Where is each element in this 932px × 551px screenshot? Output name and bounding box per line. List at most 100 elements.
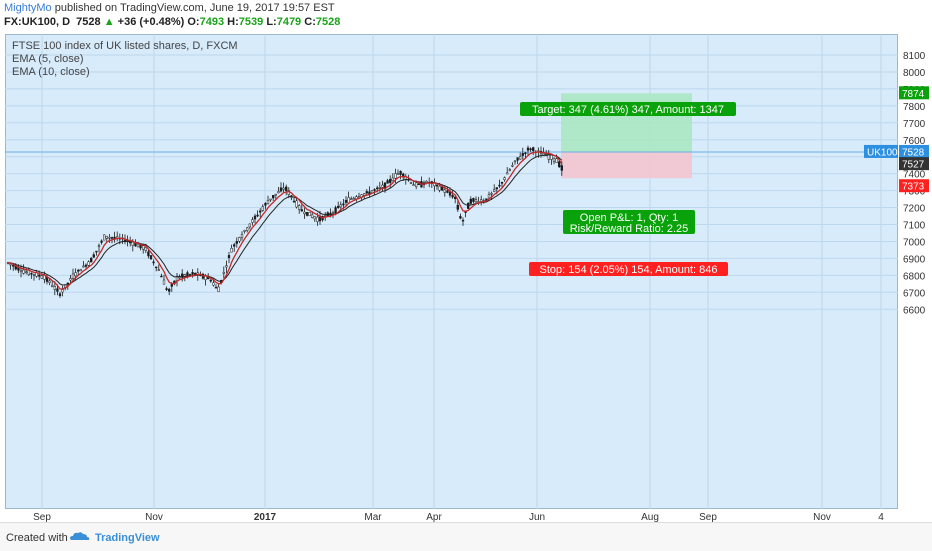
candle[interactable]	[469, 196, 472, 206]
candle[interactable]	[157, 264, 160, 271]
candle[interactable]	[103, 234, 106, 241]
candle[interactable]	[272, 195, 275, 201]
candle[interactable]	[222, 266, 225, 279]
candle[interactable]	[487, 191, 491, 200]
candle[interactable]	[233, 242, 236, 252]
candle[interactable]	[243, 229, 246, 234]
candle[interactable]	[560, 161, 563, 176]
candle[interactable]	[90, 257, 93, 263]
candle[interactable]	[459, 213, 462, 220]
candle[interactable]	[87, 260, 90, 268]
ema5-line[interactable]	[7, 151, 563, 290]
candle[interactable]	[521, 147, 524, 161]
target-label-box[interactable]	[520, 102, 736, 116]
candle[interactable]	[506, 167, 509, 175]
candle[interactable]	[451, 190, 454, 199]
candle[interactable]	[92, 252, 95, 258]
candle[interactable]	[298, 204, 301, 214]
candle[interactable]	[308, 211, 311, 217]
legend-ema5[interactable]: EMA (5, close)	[12, 53, 84, 65]
candle[interactable]	[368, 186, 371, 198]
candle[interactable]	[399, 170, 402, 180]
candle[interactable]	[513, 160, 517, 165]
candle[interactable]	[409, 181, 413, 185]
candle[interactable]	[261, 204, 264, 212]
author-link[interactable]: MightyMo	[4, 2, 52, 14]
candle[interactable]	[461, 217, 465, 226]
candle[interactable]	[305, 212, 309, 217]
candle[interactable]	[58, 291, 62, 298]
candle[interactable]	[464, 211, 467, 218]
candle[interactable]	[225, 260, 228, 273]
candle[interactable]	[155, 266, 158, 272]
candle[interactable]	[435, 183, 439, 190]
candle[interactable]	[84, 263, 88, 270]
candle[interactable]	[246, 226, 249, 233]
candle[interactable]	[105, 235, 108, 242]
candle[interactable]	[508, 168, 511, 172]
price-chart[interactable]: 8100800079007800770076007500740073007200…	[0, 0, 932, 522]
candle[interactable]	[69, 274, 72, 283]
candle[interactable]	[48, 278, 51, 286]
candle[interactable]	[162, 274, 166, 285]
candle[interactable]	[82, 261, 85, 268]
candle[interactable]	[113, 231, 116, 243]
candle[interactable]	[149, 255, 153, 260]
candle[interactable]	[238, 236, 241, 244]
candle[interactable]	[386, 178, 389, 184]
open-pnl-box[interactable]	[563, 210, 695, 234]
candle[interactable]	[511, 162, 514, 168]
candle[interactable]	[97, 243, 101, 253]
candle[interactable]	[240, 231, 244, 241]
tradingview-brand-link[interactable]: TradingView	[95, 532, 160, 544]
candle[interactable]	[235, 237, 238, 248]
candle[interactable]	[430, 180, 433, 188]
candle[interactable]	[552, 157, 556, 165]
candle[interactable]	[279, 182, 283, 193]
legend-ema10[interactable]: EMA (10, close)	[12, 66, 90, 78]
candle[interactable]	[290, 195, 293, 201]
candle[interactable]	[77, 268, 80, 276]
stop-label-box[interactable]	[529, 262, 728, 276]
candle[interactable]	[251, 216, 254, 226]
candle[interactable]	[337, 201, 340, 209]
candle[interactable]	[9, 263, 12, 270]
candle[interactable]	[516, 157, 519, 164]
candle[interactable]	[493, 184, 496, 193]
candle[interactable]	[321, 215, 324, 222]
candle[interactable]	[529, 147, 532, 152]
candle[interactable]	[350, 196, 353, 201]
candle[interactable]	[264, 202, 267, 210]
candle[interactable]	[285, 184, 288, 196]
candle[interactable]	[498, 179, 501, 189]
candle[interactable]	[472, 197, 475, 204]
candle[interactable]	[214, 284, 218, 289]
candle[interactable]	[282, 182, 285, 194]
candle[interactable]	[344, 196, 348, 207]
candle[interactable]	[347, 191, 350, 204]
candle[interactable]	[147, 249, 150, 259]
candle[interactable]	[274, 193, 277, 200]
candle[interactable]	[277, 186, 280, 194]
candle[interactable]	[259, 208, 262, 218]
candle[interactable]	[519, 152, 522, 160]
candle[interactable]	[53, 281, 56, 296]
candle[interactable]	[391, 173, 394, 182]
candle[interactable]	[116, 231, 119, 242]
candle[interactable]	[503, 176, 506, 182]
candle[interactable]	[168, 287, 171, 296]
candle[interactable]	[227, 251, 231, 264]
candle[interactable]	[269, 198, 272, 202]
candle[interactable]	[256, 210, 259, 218]
candle[interactable]	[230, 244, 233, 253]
candle[interactable]	[396, 169, 400, 175]
candle[interactable]	[253, 213, 257, 224]
candle[interactable]	[71, 268, 75, 281]
candle[interactable]	[51, 280, 54, 288]
candle[interactable]	[480, 195, 483, 206]
candle[interactable]	[61, 285, 64, 297]
candle[interactable]	[381, 180, 384, 192]
candle[interactable]	[526, 145, 530, 155]
stop-zone[interactable]	[561, 152, 692, 179]
candle[interactable]	[25, 267, 28, 275]
